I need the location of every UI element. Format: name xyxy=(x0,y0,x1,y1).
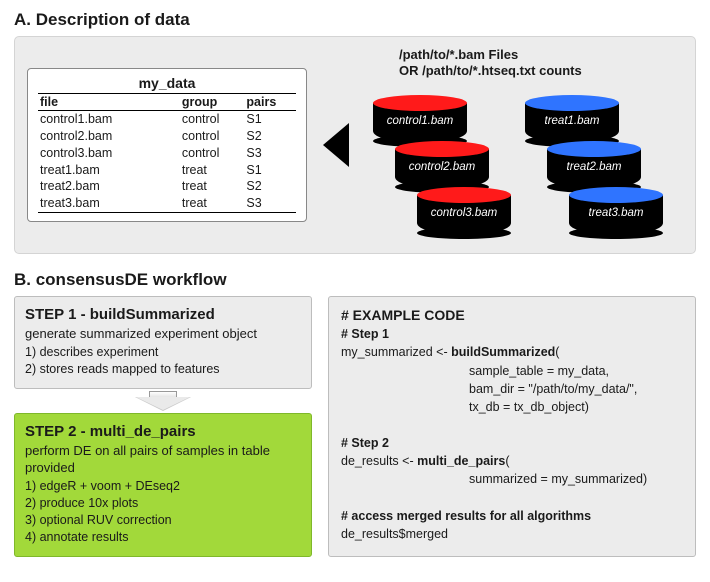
table-row: control1.bam control S1 xyxy=(38,110,296,127)
cell-file: control3.bam xyxy=(38,145,180,162)
workflow-left-column: STEP 1 - buildSummarized generate summar… xyxy=(14,296,312,557)
cell-group: control xyxy=(180,110,245,127)
example-code-box: # EXAMPLE CODE # Step 1 my_summarized <-… xyxy=(328,296,696,557)
db-bottom xyxy=(569,227,663,239)
cell-group: control xyxy=(180,145,245,162)
code-step1-arg: tx_db = tx_db_object) xyxy=(341,398,683,416)
col-group: group xyxy=(180,93,245,110)
code-access-line: de_results$merged xyxy=(341,525,683,543)
table-row: control2.bam control S2 xyxy=(38,128,296,145)
step2-box: STEP 2 - multi_de_pairs perform DE on al… xyxy=(14,413,312,557)
arrow-left-icon xyxy=(323,123,349,167)
db-cylinder: control1.bam xyxy=(373,95,467,143)
table-body: control1.bam control S1 control2.bam con… xyxy=(38,110,296,212)
code-step1-lhs: my_summarized <- xyxy=(341,345,451,359)
code-step1-arg: sample_table = my_data, xyxy=(341,362,683,380)
cell-pairs: S2 xyxy=(244,178,296,195)
step2-line: 4) annotate results xyxy=(25,529,301,546)
table-row: treat2.bam treat S2 xyxy=(38,178,296,195)
step1-sub: generate summarized experiment object xyxy=(25,326,301,343)
panel-a: my_data file group pairs control1.bam co… xyxy=(14,36,696,254)
data-table: file group pairs control1.bam control S1… xyxy=(38,93,296,213)
code-step2-arg: summarized = my_summarized) xyxy=(341,470,683,488)
code-open-paren: ( xyxy=(505,454,509,468)
db-cylinder: treat3.bam xyxy=(569,187,663,235)
cell-file: control2.bam xyxy=(38,128,180,145)
data-table-card: my_data file group pairs control1.bam co… xyxy=(27,68,307,222)
col-file: file xyxy=(38,93,180,110)
code-access-cmt: # access merged results for all algorith… xyxy=(341,507,683,525)
db-top xyxy=(569,187,663,203)
db-label: treat1.bam xyxy=(525,115,619,127)
db-label: treat2.bam xyxy=(547,161,641,173)
code-step1-arg: bam_dir = "/path/to/my_data/", xyxy=(341,380,683,398)
section-a-title: A. Description of data xyxy=(14,10,696,30)
code-step2-call: de_results <- multi_de_pairs( xyxy=(341,452,683,470)
code-open-paren: ( xyxy=(555,345,559,359)
step2-line: 3) optional RUV correction xyxy=(25,512,301,529)
cell-pairs: S3 xyxy=(244,195,296,212)
step1-head: STEP 1 - buildSummarized xyxy=(25,305,301,325)
db-cylinder: treat1.bam xyxy=(525,95,619,143)
step1-line: 2) stores reads mapped to features xyxy=(25,361,301,378)
files-caption: /path/to/*.bam Files OR /path/to/*.htseq… xyxy=(399,47,582,80)
db-cylinder: control2.bam xyxy=(395,141,489,189)
db-label: control1.bam xyxy=(373,115,467,127)
files-caption-line1: /path/to/*.bam Files xyxy=(399,47,518,62)
step1-line: 1) describes experiment xyxy=(25,344,301,361)
table-row: control3.bam control S3 xyxy=(38,145,296,162)
db-bottom xyxy=(417,227,511,239)
cell-pairs: S3 xyxy=(244,145,296,162)
table-row: treat3.bam treat S3 xyxy=(38,195,296,212)
db-top xyxy=(395,141,489,157)
table-caption: my_data xyxy=(38,75,296,91)
workflow: STEP 1 - buildSummarized generate summar… xyxy=(14,296,696,557)
db-label: control2.bam xyxy=(395,161,489,173)
db-top xyxy=(417,187,511,203)
section-b-title: B. consensusDE workflow xyxy=(14,270,696,290)
step2-list: 1) edgeR + voom + DEseq2 2) produce 10x … xyxy=(25,478,301,546)
cell-file: treat3.bam xyxy=(38,195,180,212)
cell-group: control xyxy=(180,128,245,145)
arrow-down-icon xyxy=(135,391,191,411)
cell-group: treat xyxy=(180,195,245,212)
step1-box: STEP 1 - buildSummarized generate summar… xyxy=(14,296,312,389)
cell-file: treat2.bam xyxy=(38,178,180,195)
code-step1-fn: buildSummarized xyxy=(451,345,555,359)
cell-pairs: S2 xyxy=(244,128,296,145)
cell-group: treat xyxy=(180,178,245,195)
code-step1-call: my_summarized <- buildSummarized( xyxy=(341,343,683,361)
files-area: /path/to/*.bam Files OR /path/to/*.htseq… xyxy=(359,51,683,239)
db-top xyxy=(373,95,467,111)
db-cylinder: treat2.bam xyxy=(547,141,641,189)
col-pairs: pairs xyxy=(244,93,296,110)
step2-line: 2) produce 10x plots xyxy=(25,495,301,512)
db-label: control3.bam xyxy=(417,207,511,219)
code-header: # EXAMPLE CODE xyxy=(341,305,683,325)
db-top xyxy=(525,95,619,111)
cell-file: treat1.bam xyxy=(38,162,180,179)
step2-head: STEP 2 - multi_de_pairs xyxy=(25,422,301,442)
code-step2-lhs: de_results <- xyxy=(341,454,417,468)
cell-file: control1.bam xyxy=(38,110,180,127)
db-label: treat3.bam xyxy=(569,207,663,219)
code-step2-fn: multi_de_pairs xyxy=(417,454,505,468)
code-step2-cmt: # Step 2 xyxy=(341,434,683,452)
cell-pairs: S1 xyxy=(244,110,296,127)
step2-sub: perform DE on all pairs of samples in ta… xyxy=(25,443,301,477)
workflow-right-column: # EXAMPLE CODE # Step 1 my_summarized <-… xyxy=(328,296,696,557)
db-cylinder: control3.bam xyxy=(417,187,511,235)
cell-pairs: S1 xyxy=(244,162,296,179)
cell-group: treat xyxy=(180,162,245,179)
step1-list: 1) describes experiment 2) stores reads … xyxy=(25,344,301,378)
table-row: treat1.bam treat S1 xyxy=(38,162,296,179)
files-caption-line2: OR /path/to/*.htseq.txt counts xyxy=(399,63,582,78)
db-top xyxy=(547,141,641,157)
step2-line: 1) edgeR + voom + DEseq2 xyxy=(25,478,301,495)
code-step1-cmt: # Step 1 xyxy=(341,325,683,343)
